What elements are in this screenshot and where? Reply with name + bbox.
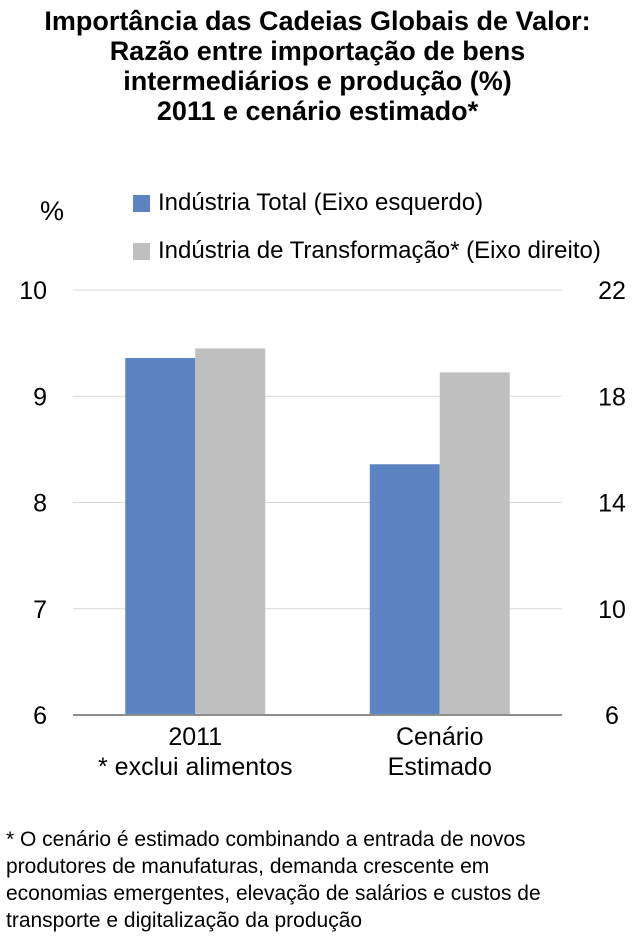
bar-chart: 6 7 8 9 10 6 10 14 18 22 2011* exclui alimentos Cen… (19, 277, 626, 781)
bar-industria-transformacao (439, 372, 510, 715)
x-category-label: 2011 (168, 723, 222, 751)
x-category-label: * exclui alimentos (98, 753, 293, 781)
chart-title: Importância das Cadeias Globais de Valor… (0, 6, 635, 126)
footnote: * O cenário é estimado combinando a entr… (6, 826, 631, 934)
bar-industria-total (125, 358, 196, 715)
footnote-line-2: produtores de manufaturas, demanda cresc… (6, 855, 490, 878)
legend-swatch-industria-transformacao (133, 243, 150, 260)
y-right-tick-label: 10 (598, 596, 626, 624)
footnote-line-1: * O cenário é estimado combinando a entr… (6, 828, 526, 851)
y-left-tick-label: 10 (19, 277, 47, 305)
y-left-tick-label: 8 (33, 490, 47, 518)
y-right-tick-label: 6 (605, 702, 619, 730)
unit-label: % (40, 196, 65, 226)
x-category-label: Cenário (396, 723, 484, 751)
y-right-tick-label: 14 (598, 490, 626, 518)
title-line-3: intermediários e produção (%) (123, 66, 512, 96)
x-category-label: Estimado (388, 753, 492, 781)
y-right-tick-label: 22 (598, 277, 626, 305)
title-line-1: Importância das Cadeias Globais de Valor… (44, 6, 591, 36)
bar-industria-total (369, 464, 440, 715)
title-line-4: 2011 e cenário estimado* (156, 96, 479, 126)
legend-label-industria-total: Indústria Total (Eixo esquerdo) (158, 189, 484, 216)
legend-label-industria-transformacao: Indústria de Transformação* (Eixo direit… (158, 237, 601, 264)
y-left-tick-label: 7 (33, 596, 47, 624)
title-line-2: Razão entre importação de bens (109, 36, 526, 66)
footnote-line-4: transporte e digitalização da produção (6, 909, 363, 932)
legend-swatch-industria-total (133, 195, 150, 212)
y-left-tick-label: 6 (33, 702, 47, 730)
y-right-tick-label: 18 (598, 383, 626, 411)
bar-industria-transformacao (195, 348, 266, 715)
footnote-line-3: economias emergentes, elevação de salári… (6, 882, 541, 905)
y-left-tick-label: 9 (33, 383, 47, 411)
